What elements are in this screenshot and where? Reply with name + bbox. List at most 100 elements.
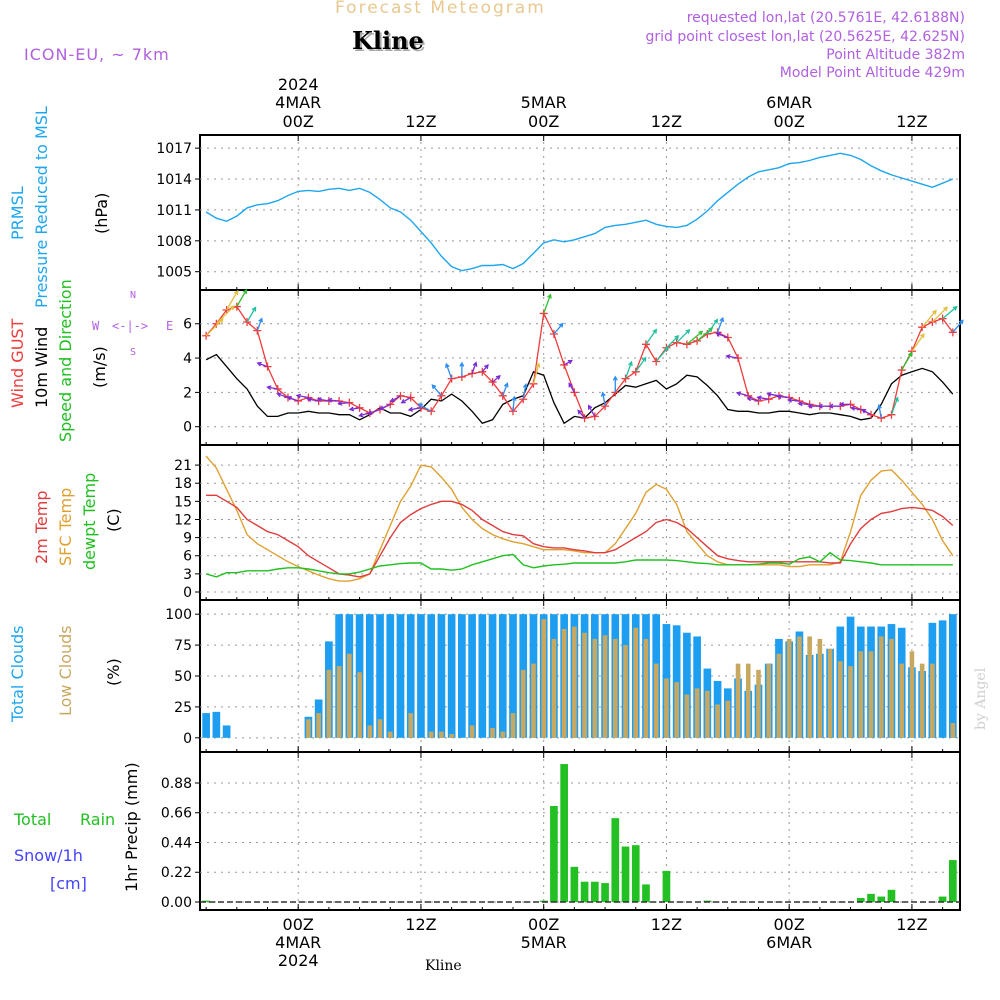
low-cloud-bar	[561, 629, 567, 738]
wind-direction-arrow	[901, 351, 913, 371]
low-cloud-bar	[582, 632, 587, 738]
bottom-axis-date: 5MAR	[521, 933, 567, 952]
top-axis-time: 12Z	[651, 112, 682, 131]
total-rain-label: Total	[14, 810, 52, 829]
y-tick-label: 0	[183, 585, 192, 601]
wind-direction-arrow	[665, 334, 680, 349]
y-tick-label: 21	[174, 458, 192, 474]
rain-bar	[570, 866, 579, 902]
total-cloud-bar	[478, 614, 487, 738]
low-cloud-bar	[694, 688, 700, 738]
total-cloud-bar	[488, 614, 497, 738]
wind-direction-arrow	[481, 363, 489, 373]
wind-direction-arrow	[492, 375, 501, 383]
wind-direction-arrow	[286, 395, 299, 402]
point-altitude: Point Altitude 382m	[826, 47, 965, 63]
wind-direction-arrow	[532, 362, 541, 384]
wind-direction-arrow	[612, 375, 618, 393]
wind-direction-arrow	[655, 346, 670, 362]
gust-marker	[641, 340, 650, 349]
bottom-axis-time: 12Z	[896, 915, 927, 934]
requested-coords: requested lon,lat (20.5761E, 42.6188N)	[686, 10, 965, 26]
wind-direction-arrow	[246, 306, 257, 323]
y-tick-label: 12	[174, 512, 192, 528]
low-cloud-bar	[531, 663, 536, 738]
low-cloud-bar	[848, 666, 853, 738]
y-tick-label: 0.88	[161, 776, 192, 792]
total-cloud-bar	[672, 625, 681, 738]
low-cloud-bar	[408, 713, 414, 738]
snow-unit-label: [cm]	[50, 874, 87, 893]
rain-bar	[642, 884, 650, 902]
low-cloud-bar	[919, 663, 925, 738]
low-cloud-bar	[377, 719, 383, 738]
wind-direction-arrow	[400, 396, 412, 404]
low-cloud-bar	[357, 672, 362, 738]
rain-bar	[949, 860, 957, 902]
y-tick-label: 18	[174, 476, 192, 492]
total-cloud-bar	[437, 614, 446, 738]
low-cloud-bar	[347, 653, 352, 738]
total-cloud-bar	[417, 614, 425, 738]
wind-direction-arrow	[624, 360, 633, 379]
low-cloud-bar	[500, 731, 506, 738]
wind-direction-arrow	[459, 361, 465, 377]
wind-direction-arrow	[471, 361, 478, 374]
pressure-line	[205, 152, 954, 272]
y-tick-label: 1008	[156, 234, 192, 250]
rain-bar	[877, 896, 886, 902]
rain-bar	[621, 846, 630, 902]
wind-direction-arrow	[942, 305, 958, 320]
top-axis-time: 12Z	[896, 112, 927, 131]
top-axis-time: 12Z	[405, 112, 436, 131]
wind-direction-arrow	[407, 406, 422, 412]
wind-direction-arrow	[226, 289, 239, 311]
gust-marker	[498, 391, 507, 400]
temp2m-label: 2m Temp	[32, 490, 51, 565]
panel-frame-5	[199, 751, 961, 911]
wind-direction-arrow	[686, 330, 704, 345]
total-cloud-bar	[447, 614, 456, 738]
y-tick-label: 0.66	[161, 806, 192, 822]
wind-direction-arrow	[306, 397, 319, 403]
low-cloud-bar	[807, 636, 812, 738]
percent-unit-label: (%)	[104, 658, 123, 686]
y-tick-label: 1005	[156, 265, 192, 281]
rain-bar	[550, 805, 558, 902]
low-cloud-bar	[674, 682, 679, 738]
low-clouds-label: Low Clouds	[56, 625, 75, 716]
c-unit-label: (C)	[104, 508, 123, 532]
wind-direction-arrow	[389, 395, 401, 403]
snow-label: Snow/1h	[14, 846, 83, 865]
top-axis-time: 00Z	[283, 112, 314, 131]
gust-marker	[539, 309, 548, 318]
wind-direction-arrow	[735, 391, 749, 397]
sfc-temp-label: SFC Temp	[56, 487, 75, 566]
top-axis-time: 00Z	[774, 112, 805, 131]
watermark: by Angel	[973, 667, 989, 730]
chart-title: Forecast Meteogram	[335, 0, 546, 18]
rain-bar	[938, 896, 947, 902]
wind-direction-arrow	[635, 356, 647, 373]
total-cloud-bar	[683, 632, 691, 738]
wind-direction-arrow	[236, 288, 248, 307]
gust-marker	[928, 318, 937, 327]
wind-direction-arrow	[828, 403, 841, 409]
low-cloud-bar	[572, 626, 577, 738]
prmsl-label: PRMSL	[8, 186, 27, 240]
y-tick-label: 9	[183, 531, 192, 547]
wind-direction-arrow	[725, 354, 739, 360]
gust-marker	[468, 369, 477, 378]
top-axis-date: 4MAR	[275, 93, 321, 112]
wind-label: 10m Wind	[32, 326, 51, 408]
total-cloud-bar	[468, 614, 476, 738]
wind-direction-arrow	[911, 333, 925, 352]
low-cloud-bar	[684, 694, 690, 738]
total-cloud-bar	[202, 713, 210, 738]
gust-marker	[918, 323, 927, 332]
wind-direction-arrow	[715, 332, 729, 339]
wind-direction-arrow	[600, 391, 606, 407]
y-tick-label: 0	[183, 420, 192, 436]
rain-bar	[601, 883, 609, 902]
